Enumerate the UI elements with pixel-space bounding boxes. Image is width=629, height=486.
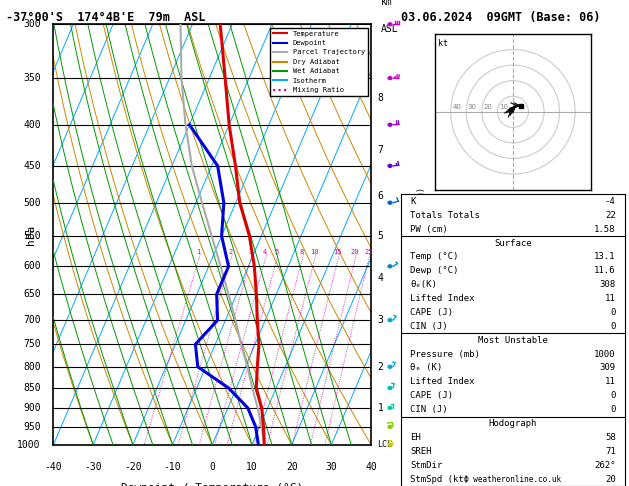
Text: -30: -30 <box>84 462 102 471</box>
Text: 10: 10 <box>246 462 258 471</box>
Text: 262°: 262° <box>594 461 616 469</box>
Text: 10: 10 <box>499 104 508 110</box>
Text: CIN (J): CIN (J) <box>410 405 448 414</box>
Text: -10: -10 <box>164 462 181 471</box>
Text: 4: 4 <box>377 273 383 283</box>
Text: 1000: 1000 <box>594 349 616 359</box>
Text: CAPE (J): CAPE (J) <box>410 308 454 317</box>
Text: 1: 1 <box>196 249 201 256</box>
Text: 22: 22 <box>605 211 616 220</box>
Text: 11: 11 <box>605 377 616 386</box>
Text: 25: 25 <box>364 249 372 256</box>
Text: Dewpoint / Temperature (°C): Dewpoint / Temperature (°C) <box>121 483 303 486</box>
Text: 20: 20 <box>484 104 493 110</box>
Text: -4: -4 <box>605 197 616 206</box>
Text: 0: 0 <box>610 322 616 331</box>
Text: 700: 700 <box>23 315 41 325</box>
Text: 30: 30 <box>468 104 477 110</box>
Text: 3: 3 <box>377 315 383 325</box>
Text: 71: 71 <box>605 447 616 456</box>
Text: Dewp (°C): Dewp (°C) <box>410 266 459 275</box>
Text: 2: 2 <box>228 249 233 256</box>
Text: 20: 20 <box>605 474 616 484</box>
Text: -37°00'S  174°4B'E  79m  ASL: -37°00'S 174°4B'E 79m ASL <box>6 11 206 24</box>
Text: 650: 650 <box>23 289 41 299</box>
Text: Mixing Ratio (g/kg): Mixing Ratio (g/kg) <box>418 187 426 282</box>
Text: 8: 8 <box>300 249 304 256</box>
Text: 900: 900 <box>23 403 41 413</box>
Text: 03.06.2024  09GMT (Base: 06): 03.06.2024 09GMT (Base: 06) <box>401 11 601 24</box>
Text: -20: -20 <box>124 462 142 471</box>
Text: 20: 20 <box>286 462 298 471</box>
Text: 8: 8 <box>377 92 383 103</box>
Text: kt: kt <box>438 39 448 48</box>
Text: 600: 600 <box>23 261 41 271</box>
Legend: Temperature, Dewpoint, Parcel Trajectory, Dry Adiabat, Wet Adiabat, Isotherm, Mi: Temperature, Dewpoint, Parcel Trajectory… <box>270 28 367 96</box>
Text: Lifted Index: Lifted Index <box>410 377 475 386</box>
Text: 0: 0 <box>610 391 616 400</box>
Text: 309: 309 <box>599 364 616 372</box>
Text: Most Unstable: Most Unstable <box>478 336 548 345</box>
Text: 30: 30 <box>326 462 337 471</box>
Text: 550: 550 <box>23 231 41 241</box>
Text: Hodograph: Hodograph <box>489 419 537 428</box>
Text: km: km <box>381 0 392 7</box>
Text: 0: 0 <box>209 462 215 471</box>
Text: 2: 2 <box>377 362 383 372</box>
Text: θₑ(K): θₑ(K) <box>410 280 437 289</box>
Text: 15: 15 <box>333 249 342 256</box>
Text: Surface: Surface <box>494 239 532 247</box>
Text: 7: 7 <box>377 145 383 155</box>
Text: 450: 450 <box>23 161 41 171</box>
Text: StmSpd (kt): StmSpd (kt) <box>410 474 469 484</box>
Text: Pressure (mb): Pressure (mb) <box>410 349 480 359</box>
Text: EH: EH <box>410 433 421 442</box>
Text: 11: 11 <box>605 294 616 303</box>
Text: LCL: LCL <box>377 440 392 449</box>
Text: hPa: hPa <box>26 225 36 244</box>
Text: 850: 850 <box>23 383 41 393</box>
Text: 308: 308 <box>599 280 616 289</box>
Text: 1: 1 <box>377 403 383 413</box>
Text: 4: 4 <box>263 249 267 256</box>
Text: 0: 0 <box>610 405 616 414</box>
Text: 350: 350 <box>23 73 41 83</box>
Text: 10: 10 <box>310 249 318 256</box>
Text: PW (cm): PW (cm) <box>410 225 448 234</box>
Text: Lifted Index: Lifted Index <box>410 294 475 303</box>
Text: 1.58: 1.58 <box>594 225 616 234</box>
Text: StmDir: StmDir <box>410 461 442 469</box>
Text: CIN (J): CIN (J) <box>410 322 448 331</box>
Text: 58: 58 <box>605 433 616 442</box>
Text: 750: 750 <box>23 339 41 349</box>
Text: 20: 20 <box>350 249 359 256</box>
Text: -40: -40 <box>45 462 62 471</box>
Text: 400: 400 <box>23 120 41 130</box>
Text: 13.1: 13.1 <box>594 252 616 261</box>
Text: 0: 0 <box>610 308 616 317</box>
Text: 300: 300 <box>23 19 41 29</box>
Text: SREH: SREH <box>410 447 431 456</box>
Text: 11.6: 11.6 <box>594 266 616 275</box>
Text: 800: 800 <box>23 362 41 372</box>
Text: Temp (°C): Temp (°C) <box>410 252 459 261</box>
Text: 5: 5 <box>377 231 383 241</box>
Text: 1000: 1000 <box>17 440 41 450</box>
Text: Totals Totals: Totals Totals <box>410 211 480 220</box>
Text: 3: 3 <box>248 249 252 256</box>
Text: 5: 5 <box>274 249 279 256</box>
Text: 950: 950 <box>23 422 41 432</box>
Text: CAPE (J): CAPE (J) <box>410 391 454 400</box>
Text: θₑ (K): θₑ (K) <box>410 364 442 372</box>
Text: © weatheronline.co.uk: © weatheronline.co.uk <box>464 474 562 484</box>
Text: 40: 40 <box>452 104 461 110</box>
Text: 40: 40 <box>365 462 377 471</box>
Text: ASL: ASL <box>381 24 398 35</box>
Text: 6: 6 <box>377 191 383 201</box>
Text: 500: 500 <box>23 198 41 208</box>
Text: K: K <box>410 197 416 206</box>
